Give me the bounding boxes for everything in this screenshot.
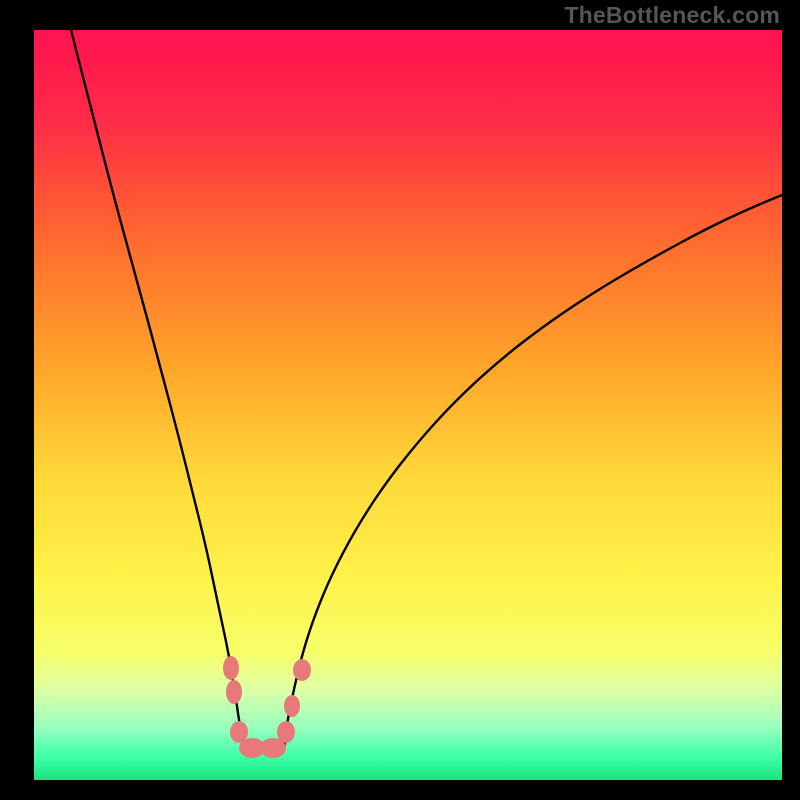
valley-marker-0 (223, 656, 239, 680)
curve-right (284, 195, 782, 750)
valley-marker-6 (284, 695, 300, 717)
curves-layer (34, 30, 782, 780)
curve-left (71, 30, 244, 750)
plot-area (34, 30, 782, 780)
valley-marker-7 (293, 659, 311, 681)
chart-frame: TheBottleneck.com (0, 0, 800, 800)
watermark-text: TheBottleneck.com (564, 2, 780, 29)
valley-marker-1 (226, 680, 242, 704)
valley-marker-5 (277, 721, 295, 743)
